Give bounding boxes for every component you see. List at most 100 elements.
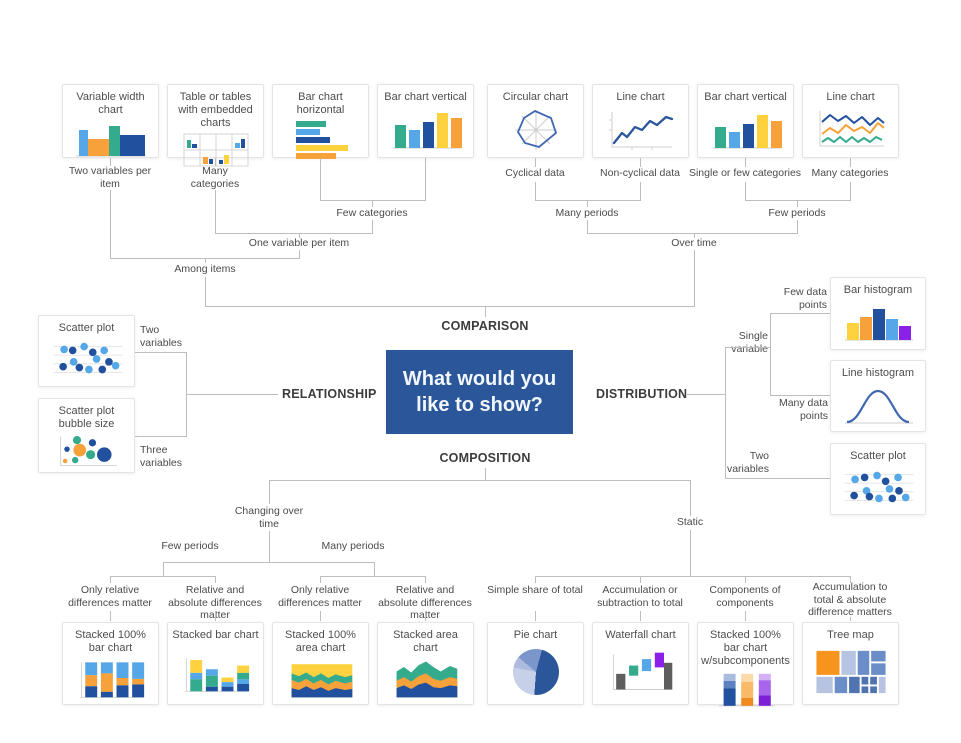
- branch-label-few-categories: Few categories: [336, 207, 408, 219]
- connector: [269, 480, 270, 504]
- connector: [163, 562, 374, 563]
- connector: [299, 233, 300, 238]
- leaf-label-3: Only relative differences matter: [278, 584, 362, 609]
- connector: [745, 611, 746, 621]
- branch-label-many-periods-composition: Many periods: [321, 540, 385, 552]
- connector: [535, 576, 536, 583]
- stacked-100-bar-subcomponents-icon: [701, 669, 790, 709]
- line-histogram-icon: [834, 380, 922, 428]
- connector: [690, 530, 691, 576]
- branch-label-single-or-few-categories: Single or few categories: [688, 167, 802, 179]
- connector: [745, 576, 746, 583]
- connector: [299, 250, 300, 258]
- connector: [687, 394, 725, 395]
- connector: [320, 611, 321, 621]
- connector: [640, 611, 641, 621]
- connector: [110, 576, 215, 577]
- card-stacked-100-area-chart: Stacked 100% area chart: [272, 622, 369, 705]
- branch-label-static: Static: [676, 516, 704, 528]
- connector: [215, 611, 216, 621]
- leaf-label-7: Components of components: [709, 584, 781, 609]
- variable-width-chart-icon: [66, 117, 155, 159]
- connector: [269, 480, 690, 481]
- connector: [163, 562, 164, 576]
- connector: [770, 395, 830, 396]
- scatter-plot-icon: [834, 463, 922, 511]
- connector: [850, 617, 851, 621]
- connector: [372, 220, 373, 233]
- bubble-chart-icon: [42, 431, 131, 471]
- connector: [205, 306, 695, 307]
- stacked-100-area-chart-icon: [276, 655, 365, 701]
- connector: [320, 158, 321, 200]
- bar-chart-vertical-icon: [381, 104, 470, 154]
- branch-label-two-variables-distribution: Two variables: [726, 450, 769, 475]
- center-question-box: What would you like to show?: [386, 350, 573, 434]
- center-question-text: What would you like to show?: [402, 368, 557, 416]
- card-stacked-100-bar-chart: Stacked 100% bar chart: [62, 622, 159, 705]
- connector: [135, 436, 186, 437]
- connector: [320, 576, 425, 577]
- connector: [587, 220, 588, 233]
- connector: [205, 258, 206, 263]
- card-bar-chart-vertical-1: Bar chart vertical: [377, 84, 474, 158]
- connector: [374, 562, 375, 576]
- card-pie-chart: Pie chart: [487, 622, 584, 705]
- connector: [425, 611, 426, 621]
- connector: [425, 576, 426, 583]
- connector: [110, 158, 111, 166]
- connector: [535, 182, 536, 200]
- card-scatter-plot-left: Scatter plot: [38, 315, 135, 387]
- multi-line-chart-icon: [806, 104, 895, 154]
- card-bar-chart-horizontal: Bar chart horizontal: [272, 84, 369, 160]
- connector: [850, 158, 851, 167]
- leaf-label-4: Relative and absolute differences matter: [378, 584, 472, 621]
- stacked-bar-chart-icon: [171, 642, 260, 701]
- connector: [640, 182, 641, 200]
- branch-label-many-data-points: Many data points: [778, 397, 828, 422]
- branch-label-two-variables-per-item: Two variables per item: [68, 165, 152, 190]
- branch-label-three-variables: Three variables: [140, 444, 183, 469]
- circular-chart-icon: [491, 104, 580, 154]
- branch-label-cyclical-data: Cyclical data: [505, 167, 565, 179]
- pie-chart-icon: [491, 642, 580, 701]
- card-table-embedded-charts: Table or tables with embedded charts: [167, 84, 264, 167]
- card-line-histogram: Line histogram: [830, 360, 926, 432]
- connector: [485, 468, 486, 480]
- line-chart-icon: [596, 104, 685, 154]
- connector: [186, 394, 278, 395]
- connector: [770, 313, 830, 314]
- axis-distribution: DISTRIBUTION: [596, 387, 688, 401]
- branch-label-many-periods: Many periods: [555, 207, 619, 219]
- connector: [320, 200, 426, 201]
- connector: [640, 576, 641, 583]
- branch-label-few-periods: Few periods: [768, 207, 826, 219]
- waterfall-chart-icon: [596, 642, 685, 701]
- connector: [694, 233, 695, 238]
- branch-label-among-items: Among items: [174, 263, 236, 275]
- connector: [725, 478, 830, 479]
- leaf-label-2: Relative and absolute differences matter: [168, 584, 262, 621]
- connector: [640, 158, 641, 167]
- connector: [770, 313, 771, 395]
- connector: [372, 200, 373, 207]
- branch-label-single-variable: Single variable: [731, 330, 768, 355]
- card-bar-chart-vertical-2: Bar chart vertical: [697, 84, 794, 158]
- connector: [269, 531, 270, 562]
- leaf-label-6: Accumulation or subtraction to total: [597, 584, 683, 609]
- leaf-label-8: Accumulation to total & absolute differe…: [808, 581, 892, 619]
- connector: [535, 200, 641, 201]
- connector: [535, 611, 536, 621]
- connector: [850, 576, 851, 583]
- axis-relationship: RELATIONSHIP: [282, 387, 377, 401]
- branch-label-one-variable-per-item: One variable per item: [248, 237, 350, 249]
- card-circular-chart: Circular chart: [487, 84, 584, 158]
- card-waterfall-chart: Waterfall chart: [592, 622, 689, 705]
- branch-label-few-periods-composition: Few periods: [161, 540, 219, 552]
- connector: [797, 220, 798, 233]
- connector: [725, 347, 770, 348]
- stacked-area-chart-icon: [381, 655, 470, 701]
- connector: [215, 233, 373, 234]
- card-line-chart-2: Line chart: [802, 84, 899, 158]
- connector: [690, 480, 691, 516]
